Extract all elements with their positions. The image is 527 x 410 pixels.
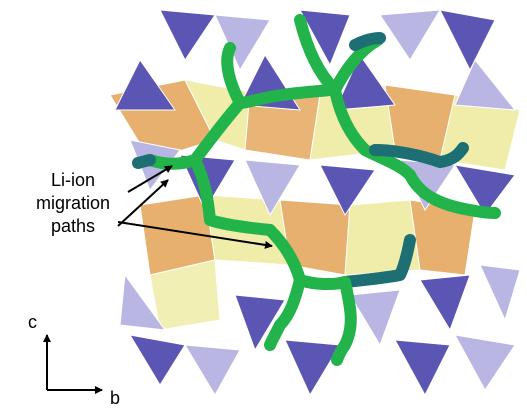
tetrahedron [454,164,516,216]
migration-path [329,84,416,181]
tetrahedron [439,9,496,72]
tetrahedron [319,164,376,216]
tetrahedron [184,344,241,396]
migration-path [189,154,276,236]
tetrahedron [419,274,471,332]
migration-path [264,274,306,351]
tetrahedron [244,159,301,217]
tetrahedron [299,9,351,67]
annotation-line-1: Li-ion [51,170,95,190]
migration-path [221,42,246,109]
tetrahedron [119,273,167,331]
arrow-to-lower-path [117,221,273,249]
tetrahedron [129,334,186,386]
arrow-to-center-path [117,179,169,227]
axis-indicator: c b [28,312,120,408]
tetrahedron [334,53,396,111]
migration-path [331,276,357,366]
octahedron [149,259,221,331]
b-axis-label: b [110,388,120,408]
tetrahedron [379,9,441,61]
migration-path [404,169,501,219]
tetrahedra-layer [114,9,521,397]
tetrahedron [159,9,216,61]
c-axis-label: c [28,312,37,332]
tetrahedron [454,59,517,111]
tetrahedron [349,289,401,347]
migration-path [132,154,156,169]
tetrahedron [214,14,271,72]
annotation-line-2: migration [36,193,110,213]
tetrahedron [284,339,341,397]
migration-paths [132,14,501,366]
tetrahedron [234,294,286,352]
tetrahedron [114,59,176,111]
annotation-arrows [117,165,273,249]
migration-path [349,32,386,51]
annotation-line-3: paths [51,216,95,236]
tetrahedron [454,334,516,391]
migration-path [339,234,416,288]
annotation-label: Li-ion migration paths [36,170,110,236]
migration-path [369,142,469,168]
arrow-to-upper-path [127,165,173,193]
tetrahedron [394,339,451,397]
tetrahedron [479,264,521,322]
